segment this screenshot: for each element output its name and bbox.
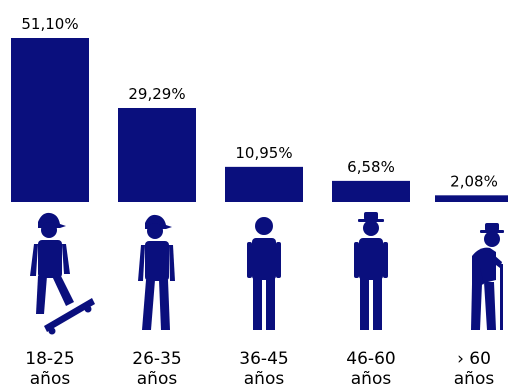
category-label-2: 26-35 [132, 349, 181, 369]
skateboarder-with-cap-icon [30, 212, 95, 335]
bar-2 [118, 107, 196, 202]
category-sublabel-1: años [30, 369, 71, 387]
value-label-5: 2,08% [450, 172, 498, 190]
category-label-3: 36-45 [239, 349, 288, 369]
category-sublabel-4: años [351, 369, 392, 387]
bar-5 [435, 195, 508, 202]
bar-1 [11, 38, 89, 202]
elderly-person-with-cane-icon [471, 223, 504, 330]
category-sublabel-3: años [244, 369, 285, 387]
standing-person-icon [247, 217, 281, 330]
category-label-4: 46-60 [346, 349, 395, 369]
value-label-4: 6,58% [347, 158, 395, 176]
category-label-1: 18-25 [25, 349, 74, 369]
value-label-1: 51,10% [21, 15, 78, 33]
category-sublabel-5: años [454, 369, 495, 387]
category-label-5: › 60 [457, 349, 491, 369]
bar-4 [332, 180, 410, 202]
icons-layer [30, 212, 504, 335]
value-labels-layer: 51,10% 29,29% 10,95% 6,58% 2,08% [21, 15, 497, 190]
bar-3 [225, 166, 303, 202]
walking-person-with-cap-icon [138, 214, 175, 330]
bars-layer [11, 38, 508, 202]
value-label-3: 10,95% [235, 144, 292, 162]
category-sublabel-2: años [137, 369, 178, 387]
value-label-2: 29,29% [128, 85, 185, 103]
person-with-hat-icon [354, 212, 388, 330]
